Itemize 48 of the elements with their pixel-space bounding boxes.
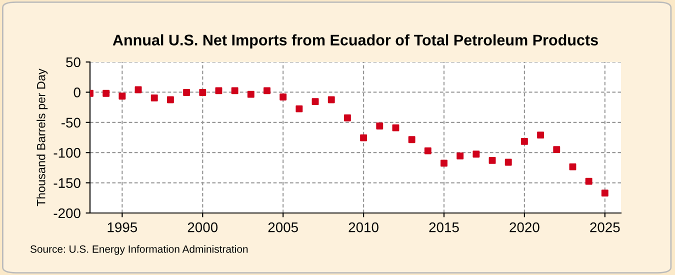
point — [456, 152, 464, 160]
point — [360, 134, 368, 142]
point — [553, 146, 560, 154]
point — [328, 96, 335, 104]
point — [150, 94, 158, 102]
point — [537, 132, 544, 139]
point — [312, 98, 319, 106]
point — [296, 105, 303, 112]
point — [280, 94, 287, 101]
y-tick-label: -200 — [54, 208, 80, 218]
point — [134, 86, 142, 94]
point — [601, 190, 608, 197]
point — [488, 156, 496, 164]
point — [585, 178, 592, 185]
point — [472, 150, 480, 158]
point — [376, 122, 384, 130]
point — [520, 138, 528, 145]
x-tick-label: 2015 — [429, 222, 459, 232]
y-tick-label: -150 — [54, 178, 80, 188]
point — [247, 90, 254, 98]
point — [344, 114, 351, 122]
x-tick-label: 2025 — [590, 222, 620, 232]
y-tick-label: -50 — [62, 118, 80, 128]
point — [183, 89, 190, 96]
point — [392, 124, 400, 132]
point — [118, 92, 126, 100]
point — [231, 87, 238, 94]
x-tick-label: 2000 — [188, 222, 218, 232]
chart-title: Annual U.S. Net Imports from Ecuador of Total Petroleum Products — [112, 34, 598, 49]
source-note: Source: U.S. Energy Information Administration — [30, 245, 248, 255]
x-tick-label: 2005 — [268, 222, 298, 232]
point — [215, 87, 222, 94]
x-tick-label: 2010 — [348, 222, 378, 232]
y-tick-label: -100 — [54, 148, 80, 158]
point — [166, 96, 174, 104]
x-tick-label: 2020 — [510, 222, 540, 232]
point — [102, 90, 110, 97]
point — [264, 87, 270, 94]
y-tick-label: 50 — [66, 57, 80, 68]
point — [569, 163, 576, 170]
point — [199, 89, 206, 96]
point — [424, 147, 432, 154]
point — [504, 158, 512, 166]
y-axis-title: Thousand Barrels per Day — [36, 68, 48, 206]
point — [440, 160, 448, 167]
y-tick-label: 0 — [74, 88, 80, 98]
point — [408, 136, 416, 144]
x-tick-label: 1995 — [108, 222, 138, 232]
